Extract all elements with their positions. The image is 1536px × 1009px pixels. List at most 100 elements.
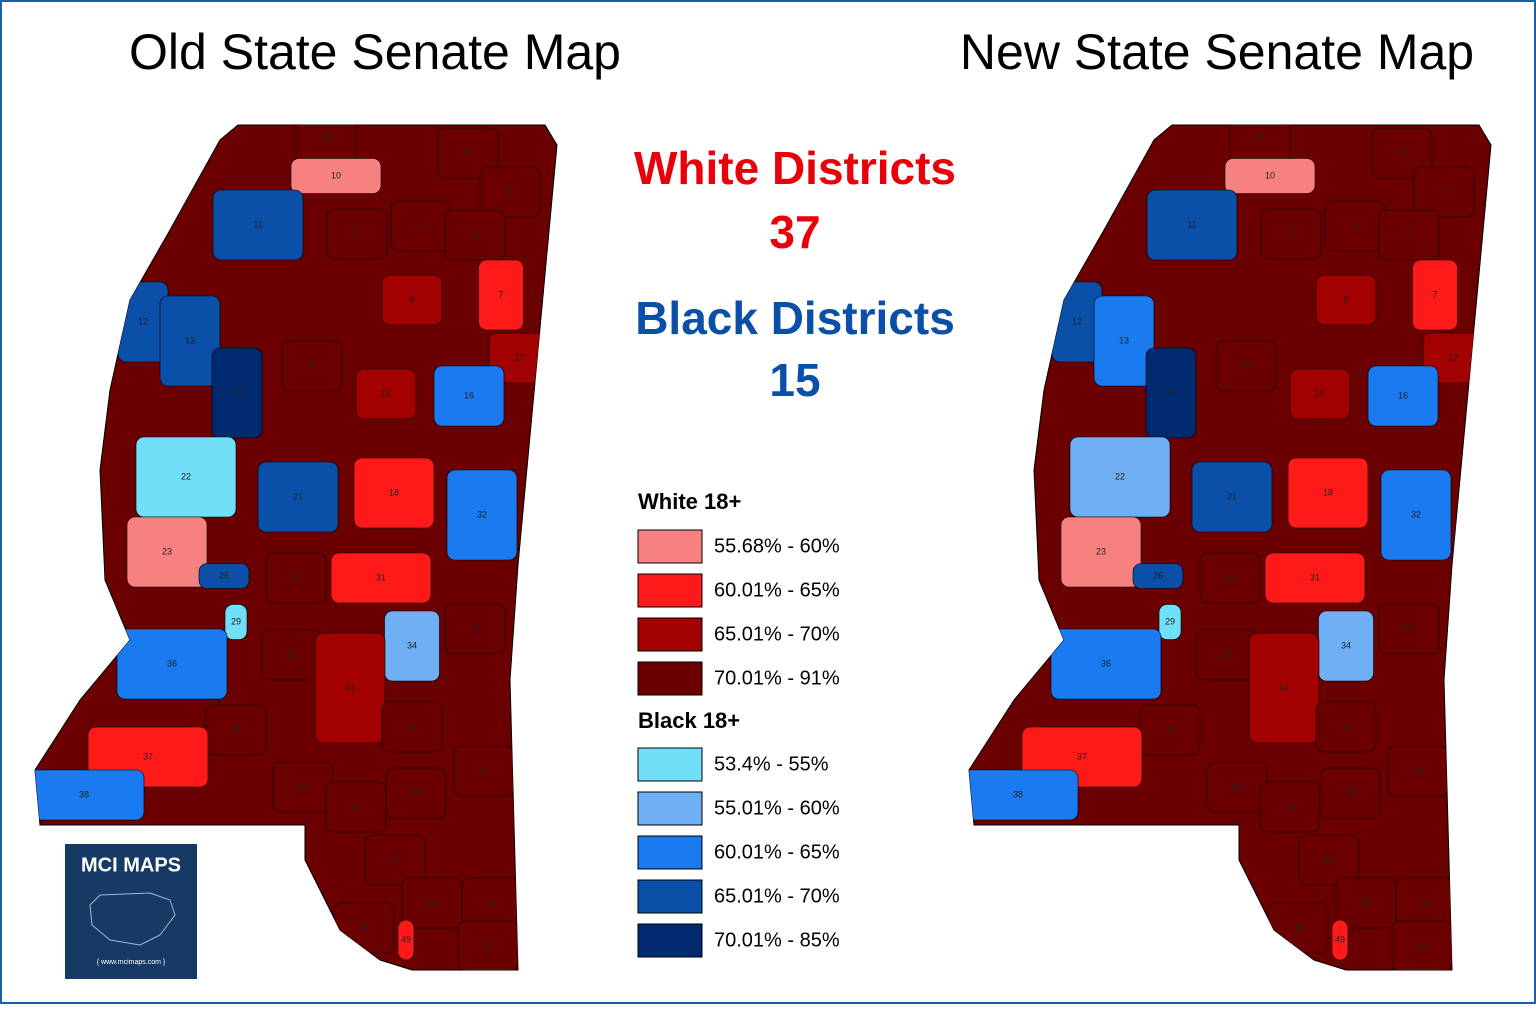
district-label: 36 xyxy=(1101,658,1111,668)
legend-heading: White 18+ xyxy=(638,489,741,514)
district xyxy=(355,368,417,420)
white-count: 37 xyxy=(769,206,820,258)
legend-label: 60.01% - 65% xyxy=(714,579,840,601)
district xyxy=(1371,127,1433,179)
district-label: 3 xyxy=(418,220,423,230)
district-label: 29 xyxy=(1165,616,1175,626)
district-label: 40 xyxy=(1232,781,1242,791)
district xyxy=(433,365,505,427)
legend: White 18+ 55.68% - 60% 60.01% - 65% 65.01% … xyxy=(637,489,840,958)
district xyxy=(1315,274,1377,326)
district xyxy=(314,632,386,744)
legend-label: 60.01% - 65% xyxy=(714,841,840,863)
new-title: New State Senate Map xyxy=(960,24,1474,80)
district-label: 10 xyxy=(331,170,341,180)
district-label: 33 xyxy=(470,623,480,633)
district-label: 7 xyxy=(1432,289,1437,299)
legend-swatch xyxy=(637,661,703,696)
district-label: 46 xyxy=(1293,922,1303,932)
district-label: 51 xyxy=(487,897,497,907)
district xyxy=(969,769,1079,821)
legend-label: 65.01% - 70% xyxy=(714,885,840,907)
district xyxy=(257,461,339,533)
logo-usa xyxy=(89,892,176,946)
district xyxy=(1060,516,1142,588)
district xyxy=(1260,208,1322,260)
district-label: 32 xyxy=(477,509,487,519)
district-label: 2 xyxy=(1288,228,1293,238)
district xyxy=(116,628,228,700)
district-label: 23 xyxy=(162,546,172,556)
district xyxy=(1146,189,1238,261)
district xyxy=(381,701,443,753)
district-label: 32 xyxy=(1411,509,1421,519)
district xyxy=(1287,457,1369,529)
district xyxy=(126,516,208,588)
district-label: 38 xyxy=(1013,789,1023,799)
district-label: 47 xyxy=(1324,854,1334,864)
logo-box xyxy=(63,842,199,981)
district-label: 4 xyxy=(1399,147,1404,157)
district xyxy=(281,340,343,392)
district-label: 50 xyxy=(1361,897,1371,907)
legend-label: 55.01% - 60% xyxy=(714,797,840,819)
district-label: 18 xyxy=(1323,487,1333,497)
district-label: 52 xyxy=(1417,940,1427,950)
black-count: 15 xyxy=(769,354,820,406)
district-label: 45 xyxy=(411,787,421,797)
legend-swatch xyxy=(637,879,703,914)
district-label: 43 xyxy=(479,765,489,775)
district-label: 42 xyxy=(1341,721,1351,731)
district-label: 6 xyxy=(1406,229,1411,239)
district xyxy=(1413,166,1475,218)
legend-swatch xyxy=(637,747,703,782)
district xyxy=(1191,461,1273,533)
district xyxy=(1215,340,1277,392)
district xyxy=(224,604,248,640)
district-label: 26 xyxy=(219,570,229,580)
district-label: 12 xyxy=(1072,316,1082,326)
district xyxy=(401,877,463,929)
district-label: 44 xyxy=(1285,801,1295,811)
district-label: 39 xyxy=(1165,724,1175,734)
legend-label: 70.01% - 85% xyxy=(714,929,840,951)
legend-label: 55.68% - 60% xyxy=(714,535,840,557)
district xyxy=(1315,701,1377,753)
district-label: 8 xyxy=(1343,294,1348,304)
district xyxy=(35,769,145,821)
district-label: 10 xyxy=(1265,170,1275,180)
district-label: 43 xyxy=(1413,765,1423,775)
legend-label: 53.4% - 55% xyxy=(714,753,829,775)
district xyxy=(1335,877,1397,929)
district-label: 15 xyxy=(1315,388,1325,398)
legend-heading: Black 18+ xyxy=(638,708,740,733)
district xyxy=(1264,552,1366,604)
logo-title: MCI MAPS xyxy=(81,854,181,876)
district xyxy=(1050,628,1162,700)
district xyxy=(1158,604,1182,640)
legend-swatch xyxy=(637,617,703,652)
district-label: 26 xyxy=(1153,570,1163,580)
district-label: 33 xyxy=(1404,623,1414,633)
district-label: 36 xyxy=(167,658,177,668)
district xyxy=(479,166,541,218)
district-label: 17 xyxy=(514,352,524,362)
legend-swatch xyxy=(637,791,703,826)
district-label: 24 xyxy=(1166,387,1176,397)
district-label: 29 xyxy=(231,616,241,626)
district-label: 45 xyxy=(1345,787,1355,797)
district xyxy=(1289,368,1351,420)
district-label: 31 xyxy=(376,572,386,582)
district xyxy=(1380,469,1452,561)
district-label: 22 xyxy=(181,471,191,481)
district xyxy=(397,919,415,961)
white-label: White Districts xyxy=(634,142,956,194)
district-label: 5 xyxy=(507,186,512,196)
district xyxy=(326,208,388,260)
district-label: 35 xyxy=(287,649,297,659)
district-label: 7 xyxy=(498,289,503,299)
legend-label: 65.01% - 70% xyxy=(714,623,840,645)
district-label: 47 xyxy=(390,854,400,864)
